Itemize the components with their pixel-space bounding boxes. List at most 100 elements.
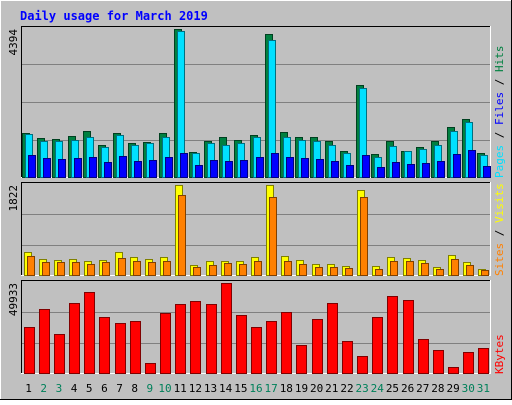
- bar-sites-day-28: [436, 269, 444, 276]
- svg-text:Pages / File: Pages / Files / Hits: [493, 46, 506, 179]
- bar-sites-day-30: [466, 265, 474, 276]
- bar-pages-day-12: [195, 165, 203, 178]
- bar-sites-day-4: [72, 262, 80, 276]
- bar-pages-day-31: [483, 166, 491, 178]
- bar-pages-day-26: [407, 164, 415, 178]
- bar-pages-day-5: [89, 157, 97, 178]
- bar-kbytes-day-12: [190, 301, 201, 374]
- legend-files: Files: [493, 92, 506, 125]
- bar-kbytes-day-31: [478, 348, 489, 374]
- bar-pages-day-23: [362, 155, 370, 178]
- x-tick-label-day-11: 11: [174, 382, 187, 395]
- x-tick-label-day-10: 10: [158, 382, 171, 395]
- bar-kbytes-day-14: [221, 283, 232, 374]
- bar-kbytes-day-8: [130, 321, 141, 374]
- bar-pages-day-15: [240, 160, 248, 178]
- x-tick-label-day-2: 2: [40, 382, 47, 395]
- bar-pages-day-24: [377, 167, 385, 178]
- x-tick-label-day-6: 6: [101, 382, 108, 395]
- x-tick-label-day-20: 20: [310, 382, 323, 395]
- bar-kbytes-day-1: [24, 327, 35, 374]
- y-max-label: 4394: [7, 29, 20, 56]
- bar-kbytes-day-4: [69, 303, 80, 374]
- x-tick-label-day-30: 30: [462, 382, 475, 395]
- bar-sites-day-18: [284, 261, 292, 276]
- bar-kbytes-day-6: [99, 317, 110, 374]
- bar-pages-day-19: [301, 158, 309, 178]
- bar-sites-day-15: [239, 264, 247, 276]
- panel-hits-files-pages: 4394: [7, 26, 491, 178]
- bar-pages-day-8: [134, 161, 142, 178]
- bar-sites-day-7: [118, 258, 126, 276]
- bar-kbytes-day-5: [84, 292, 95, 374]
- bar-pages-day-14: [225, 161, 233, 178]
- bar-kbytes-day-23: [357, 356, 368, 374]
- bar-pages-day-4: [74, 158, 82, 178]
- bar-sites-day-20: [315, 267, 323, 276]
- x-tick-label-day-29: 29: [446, 382, 459, 395]
- bar-kbytes-day-9: [145, 363, 156, 374]
- legend-pages: Pages: [493, 145, 506, 178]
- bar-sites-day-13: [209, 265, 217, 276]
- bar-sites-day-14: [224, 263, 232, 276]
- chart-title: Daily usage for March 2019: [20, 9, 208, 23]
- bar-pages-day-3: [58, 159, 66, 178]
- bar-sites-day-24: [375, 269, 383, 276]
- x-tick-label-day-24: 24: [371, 382, 385, 395]
- bar-kbytes-day-11: [175, 304, 186, 374]
- bar-sites-day-9: [148, 262, 156, 276]
- bar-sites-day-21: [330, 267, 338, 276]
- bar-kbytes-day-20: [312, 319, 323, 374]
- bar-kbytes-day-7: [115, 323, 126, 374]
- bar-kbytes-day-18: [281, 312, 292, 374]
- legend-visits: Visits: [493, 183, 506, 223]
- x-tick-label-day-23: 23: [356, 382, 369, 395]
- x-tick-label-day-31: 31: [477, 382, 490, 395]
- x-tick-label-day-21: 21: [325, 382, 338, 395]
- x-tick-label-day-1: 1: [25, 382, 32, 395]
- bar-pages-day-7: [119, 156, 127, 178]
- bar-kbytes-day-22: [342, 341, 353, 374]
- x-tick-label-day-8: 8: [131, 382, 138, 395]
- x-tick-label-day-7: 7: [116, 382, 123, 395]
- bar-pages-day-20: [316, 159, 324, 178]
- x-tick-label-day-12: 12: [189, 382, 202, 395]
- bar-kbytes-day-30: [463, 352, 474, 374]
- x-tick-label-day-17: 17: [265, 382, 278, 395]
- bar-pages-day-6: [104, 162, 112, 178]
- bar-sites-day-8: [133, 261, 141, 276]
- x-tick-label-day-15: 15: [234, 382, 247, 395]
- x-tick-label-day-26: 26: [401, 382, 414, 395]
- bar-sites-day-16: [254, 261, 262, 276]
- bar-sites-day-17: [269, 197, 277, 276]
- bar-sites-day-27: [421, 263, 429, 276]
- legend-kbytes-label: KBytes: [493, 334, 506, 374]
- bar-sites-day-10: [163, 261, 171, 276]
- bar-kbytes-day-17: [266, 321, 277, 374]
- bar-kbytes-day-2: [39, 309, 50, 374]
- x-tick-label-day-28: 28: [431, 382, 444, 395]
- bar-pages-day-25: [392, 162, 400, 178]
- bar-kbytes-day-28: [433, 350, 444, 374]
- bar-kbytes-day-29: [448, 367, 459, 374]
- bar-sites-day-22: [345, 268, 353, 276]
- bar-pages-day-17: [271, 153, 279, 178]
- bar-pages-day-16: [256, 157, 264, 178]
- bar-kbytes-day-10: [160, 313, 171, 374]
- x-tick-label-day-19: 19: [295, 382, 308, 395]
- bar-pages-day-2: [43, 158, 51, 178]
- bar-sites-day-25: [390, 261, 398, 276]
- bar-pages-day-22: [346, 165, 354, 178]
- bar-sites-day-29: [451, 259, 459, 276]
- bar-pages-day-28: [437, 161, 445, 178]
- x-tick-label-day-13: 13: [204, 382, 217, 395]
- bar-kbytes-day-24: [372, 317, 383, 374]
- bar-sites-day-31: [481, 270, 489, 276]
- x-tick-label-day-3: 3: [56, 382, 63, 395]
- legend-hits-files-pages: Pages / Files / Hits: [493, 46, 506, 179]
- legend-sites: Sites: [493, 243, 506, 276]
- bar-pages-day-1: [28, 155, 36, 178]
- bar-pages-day-9: [149, 160, 157, 178]
